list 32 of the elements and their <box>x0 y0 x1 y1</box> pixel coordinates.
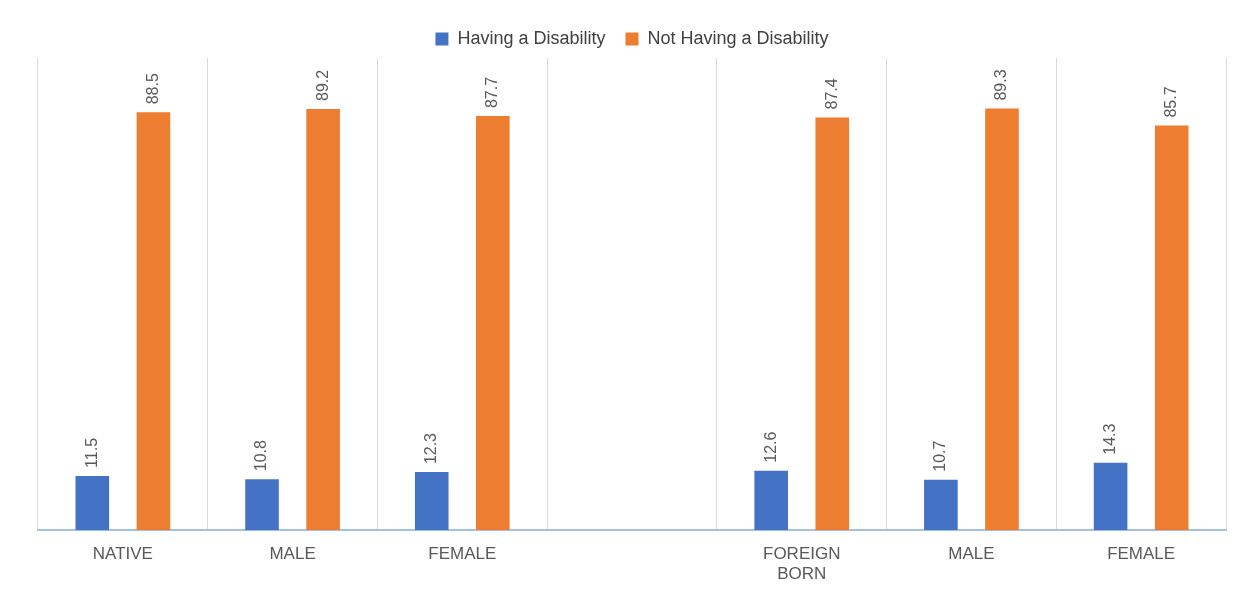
bar <box>245 479 279 531</box>
bar <box>924 479 958 531</box>
x-tick-label: FOREIGN BORN <box>762 544 841 584</box>
bar <box>75 475 110 531</box>
x-tick-label: MALE <box>269 544 316 564</box>
data-label: 88.5 <box>143 73 161 105</box>
data-label: 10.7 <box>931 440 949 472</box>
data-label: 85.7 <box>1162 86 1180 118</box>
bar <box>815 117 850 531</box>
x-tick-label: FEMALE <box>428 544 497 564</box>
x-tick-label: NATIVE <box>92 544 153 564</box>
data-label: 14.3 <box>1101 423 1118 455</box>
bar <box>754 470 788 531</box>
bar <box>1093 462 1128 531</box>
bar <box>414 472 449 531</box>
data-label: 87.7 <box>483 76 501 109</box>
bar <box>985 108 1019 531</box>
data-label: 10.8 <box>252 439 270 472</box>
data-label: 12.6 <box>761 431 779 463</box>
bar <box>136 112 171 531</box>
bar <box>1154 125 1189 531</box>
bar <box>476 116 510 531</box>
data-label: 89.2 <box>313 69 331 101</box>
x-tick-label: FEMALE <box>1107 544 1176 564</box>
data-label: 12.3 <box>422 432 440 465</box>
legend-label: Having a Disability <box>457 27 606 48</box>
bar <box>306 109 340 531</box>
data-label: 87.4 <box>822 78 840 110</box>
data-label: 11.5 <box>82 437 100 468</box>
x-tick-label: MALE <box>948 544 995 564</box>
legend-label: Not Having a Disability <box>647 27 829 48</box>
data-label: 89.3 <box>992 69 1010 101</box>
